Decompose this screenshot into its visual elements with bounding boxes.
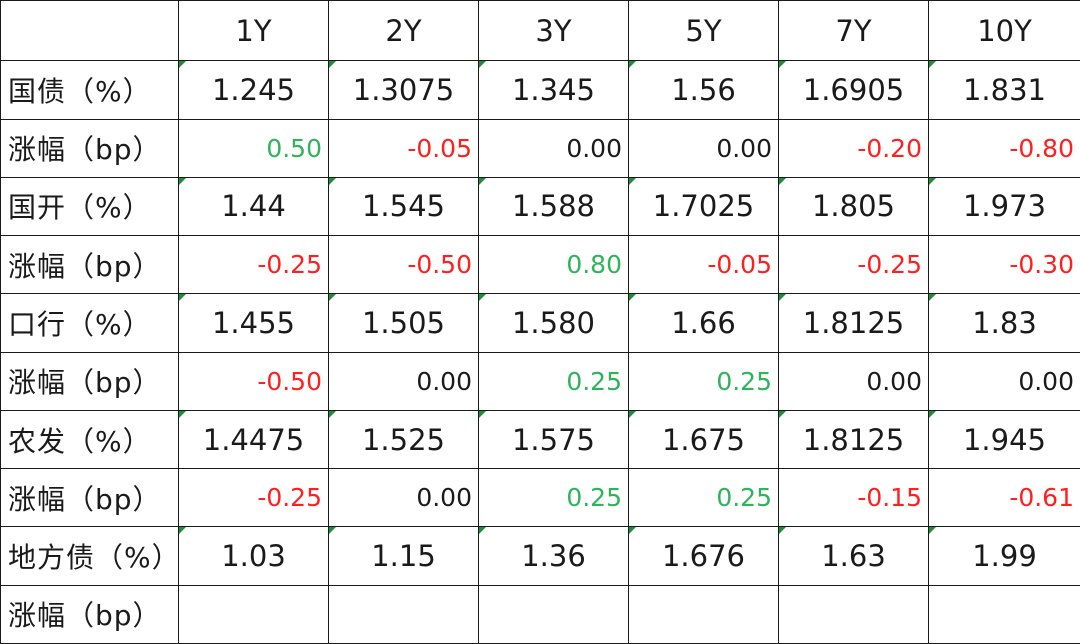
change-cell: 0.00 — [928, 351, 1080, 411]
rate-row: 农发（%） 1.4475 1.525 1.575 1.675 1.8125 1.945 — [0, 409, 1080, 470]
rate-cell: 1.831 — [928, 60, 1080, 120]
change-row: 涨幅（bp） 0.50 -0.05 0.00 0.00 -0.20 -0.80 — [0, 118, 1080, 178]
corner-cell — [0, 0, 179, 62]
rate-cell: 1.805 — [778, 176, 929, 237]
rate-cell: 1.345 — [478, 60, 629, 120]
change-cell: -0.50 — [178, 351, 329, 411]
change-cell: -0.20 — [778, 118, 929, 178]
change-cell: 0.25 — [478, 351, 629, 411]
change-cell: -0.25 — [178, 235, 329, 295]
change-cell — [478, 584, 629, 644]
rate-cell: 1.36 — [478, 526, 629, 586]
rate-cell: 1.44 — [178, 176, 329, 237]
row-label: 国债（%） — [0, 60, 179, 120]
change-cell: 0.25 — [478, 468, 629, 528]
rate-row: 国债（%） 1.245 1.3075 1.345 1.56 1.6905 1.831 — [0, 60, 1080, 120]
rate-cell: 1.455 — [178, 293, 329, 353]
rate-cell: 1.56 — [628, 60, 779, 120]
row-label: 口行（%） — [0, 293, 179, 353]
rate-cell: 1.580 — [478, 293, 629, 353]
header-row: 1Y 2Y 3Y 5Y 7Y 10Y — [0, 0, 1080, 62]
change-cell: 0.25 — [628, 468, 779, 528]
column-header-3y: 3Y — [478, 0, 629, 62]
rate-cell: 1.675 — [628, 409, 779, 470]
change-row-label: 涨幅（bp） — [0, 118, 179, 178]
rate-cell: 1.15 — [328, 526, 479, 586]
rate-cell: 1.575 — [478, 409, 629, 470]
rate-cell: 1.99 — [928, 526, 1080, 586]
change-cell: -0.15 — [778, 468, 929, 528]
rate-cell: 1.66 — [628, 293, 779, 353]
change-cell: -0.05 — [628, 235, 779, 295]
change-cell: -0.50 — [328, 235, 479, 295]
change-cell: -0.25 — [778, 235, 929, 295]
column-header-1y: 1Y — [178, 0, 329, 62]
column-header-2y: 2Y — [328, 0, 479, 62]
change-cell: 0.00 — [778, 351, 929, 411]
change-cell — [328, 584, 479, 644]
rate-cell: 1.945 — [928, 409, 1080, 470]
row-label: 农发（%） — [0, 409, 179, 470]
change-row: 涨幅（bp） -0.25 0.00 0.25 0.25 -0.15 -0.61 — [0, 468, 1080, 528]
change-cell: 0.80 — [478, 235, 629, 295]
change-cell: 0.50 — [178, 118, 329, 178]
change-cell: -0.61 — [928, 468, 1080, 528]
change-cell: 0.25 — [628, 351, 779, 411]
rate-cell: 1.505 — [328, 293, 479, 353]
rate-cell: 1.676 — [628, 526, 779, 586]
column-header-10y: 10Y — [928, 0, 1080, 62]
row-label: 地方债（%） — [0, 526, 179, 586]
change-row-label: 涨幅（bp） — [0, 351, 179, 411]
change-cell: -0.25 — [178, 468, 329, 528]
change-row: 涨幅（bp） — [0, 584, 1080, 644]
change-cell: 0.00 — [328, 351, 479, 411]
column-header-7y: 7Y — [778, 0, 929, 62]
rate-cell: 1.7025 — [628, 176, 779, 237]
rate-cell: 1.973 — [928, 176, 1080, 237]
change-row-label: 涨幅（bp） — [0, 468, 179, 528]
change-cell — [928, 584, 1080, 644]
rate-cell: 1.03 — [178, 526, 329, 586]
change-cell: -0.80 — [928, 118, 1080, 178]
change-row: 涨幅（bp） -0.50 0.00 0.25 0.25 0.00 0.00 — [0, 351, 1080, 411]
rate-cell: 1.3075 — [328, 60, 479, 120]
change-row: 涨幅（bp） -0.25 -0.50 0.80 -0.05 -0.25 -0.30 — [0, 235, 1080, 295]
rate-cell: 1.83 — [928, 293, 1080, 353]
rate-row: 口行（%） 1.455 1.505 1.580 1.66 1.8125 1.83 — [0, 293, 1080, 353]
change-row-label: 涨幅（bp） — [0, 584, 179, 644]
rate-cell: 1.6905 — [778, 60, 929, 120]
change-cell — [778, 584, 929, 644]
rate-row: 地方债（%） 1.03 1.15 1.36 1.676 1.63 1.99 — [0, 526, 1080, 586]
rate-cell: 1.525 — [328, 409, 479, 470]
change-cell — [628, 584, 779, 644]
rate-cell: 1.8125 — [778, 293, 929, 353]
rate-cell: 1.545 — [328, 176, 479, 237]
row-label: 国开（%） — [0, 176, 179, 237]
rate-cell: 1.63 — [778, 526, 929, 586]
change-cell: 0.00 — [628, 118, 779, 178]
change-cell: 0.00 — [328, 468, 479, 528]
change-cell — [178, 584, 329, 644]
rate-cell: 1.588 — [478, 176, 629, 237]
rate-row: 国开（%） 1.44 1.545 1.588 1.7025 1.805 1.973 — [0, 176, 1080, 237]
change-cell: -0.30 — [928, 235, 1080, 295]
rate-cell: 1.8125 — [778, 409, 929, 470]
rate-cell: 1.245 — [178, 60, 329, 120]
rate-cell: 1.4475 — [178, 409, 329, 470]
change-row-label: 涨幅（bp） — [0, 235, 179, 295]
column-header-5y: 5Y — [628, 0, 779, 62]
change-cell: -0.05 — [328, 118, 479, 178]
change-cell: 0.00 — [478, 118, 629, 178]
